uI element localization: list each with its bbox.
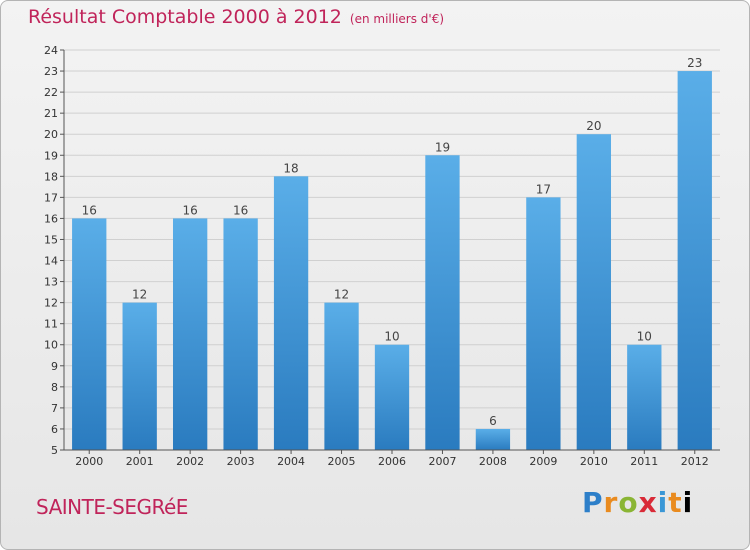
- y-tick-label: 14: [44, 255, 58, 268]
- logo-letter: i: [682, 486, 694, 519]
- bar-value-label: 16: [233, 203, 248, 217]
- title-text: Résultat Comptable 2000 à 2012: [28, 6, 342, 28]
- y-tick-label: 6: [51, 423, 58, 436]
- bar-value-label: 17: [536, 182, 551, 196]
- commune-name: SAINTE-SEGRéE: [36, 495, 188, 519]
- x-tick-label: 2012: [681, 455, 709, 468]
- bar: [72, 218, 107, 450]
- bar-value-label: 16: [82, 203, 97, 217]
- x-tick-label: 2011: [630, 455, 658, 468]
- y-tick-label: 18: [44, 170, 58, 183]
- x-tick-label: 2005: [328, 455, 356, 468]
- x-tick-label: 2003: [227, 455, 255, 468]
- y-tick-label: 21: [44, 107, 58, 120]
- y-tick-label: 13: [44, 276, 58, 289]
- bar-value-label: 6: [489, 414, 497, 428]
- x-tick-label: 2006: [378, 455, 406, 468]
- bar-value-label: 20: [586, 119, 601, 133]
- y-tick-label: 24: [44, 44, 58, 57]
- x-tick-label: 2009: [529, 455, 557, 468]
- x-tick-label: 2001: [126, 455, 154, 468]
- bar-value-label: 18: [283, 161, 298, 175]
- y-tick-label: 17: [44, 191, 58, 204]
- y-tick-label: 10: [44, 339, 58, 352]
- bar: [273, 176, 309, 450]
- bars: 16 12 16 16 18 12 10 19 6 17 20 10 23: [72, 56, 712, 451]
- x-tick-label: 2004: [277, 455, 305, 468]
- bar: [627, 344, 662, 450]
- y-tick-label: 23: [44, 65, 58, 78]
- bar-value-label: 19: [435, 140, 450, 154]
- y-tick-label: 5: [51, 444, 58, 457]
- bar: [677, 71, 712, 450]
- chart-title: Résultat Comptable 2000 à 2012 (en millie…: [28, 6, 444, 28]
- x-tick-label: 2002: [176, 455, 204, 468]
- bar-value-label: 23: [687, 56, 702, 70]
- y-tick-label: 8: [51, 381, 58, 394]
- bar-value-label: 10: [384, 330, 399, 344]
- bar: [324, 302, 359, 450]
- logo-letter: t: [668, 486, 683, 519]
- bar-value-label: 12: [334, 288, 349, 302]
- y-tick-label: 9: [51, 360, 58, 373]
- y-tick-label: 11: [44, 318, 58, 331]
- bar-value-label: 16: [183, 203, 198, 217]
- bar: [576, 134, 612, 451]
- logo-letter: x: [638, 486, 658, 519]
- bar-value-label: 10: [637, 330, 652, 344]
- bar: [425, 155, 460, 450]
- logo-letter: i: [657, 486, 669, 519]
- axes: 5 6 7 8 9 10 11 12 13 14 15 16 17 18 19 20 21 22 23 24 2000 2…: [44, 44, 720, 468]
- y-tick-label: 16: [44, 212, 58, 225]
- bar: [475, 428, 511, 450]
- y-tick-label: 22: [44, 86, 58, 99]
- bar: [223, 218, 258, 450]
- chart-subtitle: (en milliers d'€): [349, 12, 445, 26]
- bar: [172, 218, 208, 450]
- proxiti-logo: Proxiti: [582, 486, 693, 519]
- x-tick-label: 2008: [479, 455, 507, 468]
- y-tick-label: 20: [44, 128, 58, 141]
- y-tick-label: 12: [44, 297, 58, 310]
- x-tick-label: 2007: [428, 455, 456, 468]
- bar-value-label: 12: [132, 288, 147, 302]
- x-tick-label: 2010: [580, 455, 608, 468]
- y-tick-label: 7: [51, 402, 58, 415]
- bar: [374, 344, 410, 450]
- logo-letter: P: [582, 486, 604, 519]
- bar: [122, 302, 157, 450]
- y-tick-label: 15: [44, 233, 58, 246]
- y-tick-label: 19: [44, 149, 58, 162]
- bar: [526, 197, 561, 450]
- logo-letter: o: [618, 486, 639, 519]
- x-tick-label: 2000: [75, 455, 103, 468]
- logo-letter: r: [603, 486, 619, 519]
